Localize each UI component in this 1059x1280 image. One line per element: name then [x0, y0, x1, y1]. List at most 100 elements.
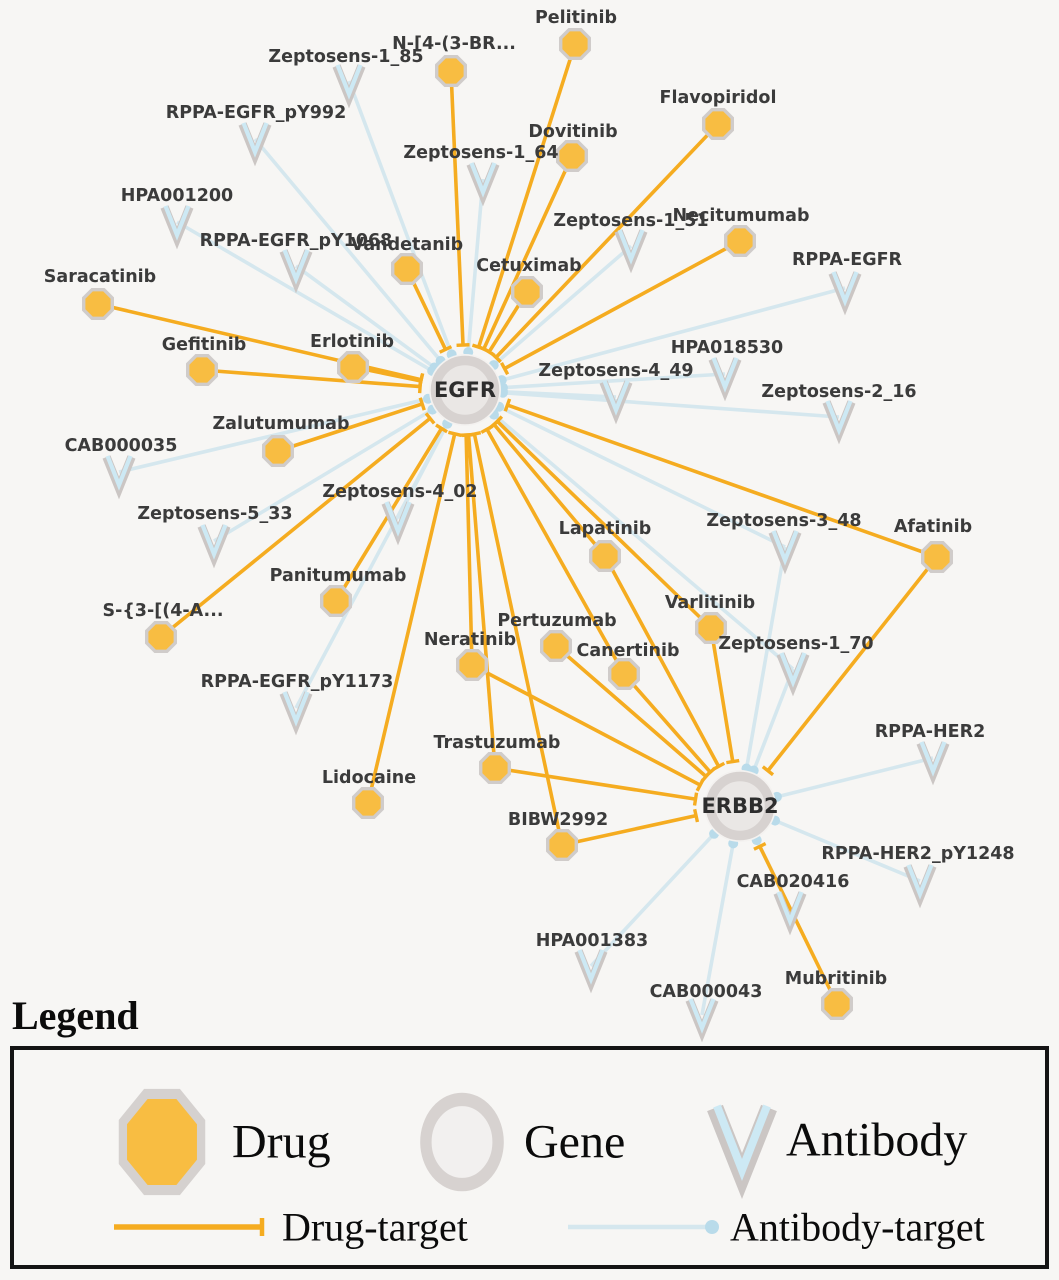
antibody-target-edge: [778, 756, 934, 799]
antibody-node-RPPA-HER2_pY1248[interactable]: [903, 864, 937, 909]
drug-node-Trastuzumab[interactable]: [478, 751, 512, 785]
gene-label: EGFR: [434, 378, 496, 402]
drug-node-Varlitinib[interactable]: [694, 611, 728, 645]
antibody-target-edge: [503, 286, 846, 382]
drug-node-BIBW2992[interactable]: [545, 828, 579, 862]
edge-tee: [692, 808, 700, 823]
antibody-node-CAB020416[interactable]: [773, 891, 807, 936]
antibody-node-Zeptosens-4_49[interactable]: [599, 380, 633, 425]
antibody-chevron-inner: [241, 122, 269, 158]
antibody-node-RPPA-EGFR_pY1068[interactable]: [279, 249, 313, 294]
antibody-node-HPA001383[interactable]: [574, 949, 608, 994]
drug-node-Cetuximab[interactable]: [510, 275, 544, 309]
drug-target-edge: [758, 845, 839, 1005]
antibody-node-Zeptosens-4_02[interactable]: [381, 501, 415, 546]
legend-antibody-label: Antibody: [786, 1113, 968, 1167]
drug-octagon: [694, 611, 728, 645]
drug-node-N-[4-(3-BR...[interactable]: [434, 54, 468, 88]
node-label: HPA001383: [536, 931, 648, 951]
edge-tee: [438, 345, 453, 354]
node-label: BIBW2992: [508, 810, 608, 830]
drug-node-Lidocaine[interactable]: [351, 786, 385, 820]
node-label: Zeptosens-4_02: [322, 482, 477, 502]
antibody-node-HPA001200[interactable]: [160, 205, 194, 250]
drug-target-edge: [622, 672, 712, 774]
drug-node-Gefitinib[interactable]: [185, 353, 219, 387]
antibody-chevron-inner: [469, 162, 497, 198]
node-label: RPPA-EGFR_pY1173: [201, 672, 394, 692]
legend-drug-target-label: Drug-target: [282, 1204, 468, 1250]
antibody-chevron-inner: [779, 652, 807, 688]
legend-gene-label: Gene: [524, 1115, 626, 1169]
antibody-target-edge: [776, 819, 921, 883]
antibody-chevron-inner: [919, 741, 947, 777]
antibody-node-Zeptosens-1_85[interactable]: [332, 64, 366, 109]
drug-octagon: [261, 434, 295, 468]
node-label: Lapatinib: [559, 519, 652, 539]
drug-target-edge: [476, 43, 577, 348]
antibody-chevron-inner: [906, 864, 934, 900]
node-label: Panitumumab: [270, 566, 407, 586]
antibody-node-RPPA-EGFR_pY1173[interactable]: [279, 691, 313, 736]
node-label: Gefitinib: [162, 335, 247, 355]
drug-node-Panitumumab[interactable]: [319, 584, 353, 618]
antibody-target-edge: [494, 414, 795, 671]
antibody-node-CAB000043[interactable]: [685, 998, 719, 1043]
antibody-node-Zeptosens-3_48[interactable]: [768, 530, 802, 575]
drug-node-Saracatinib[interactable]: [81, 287, 115, 321]
node-label: HPA001200: [121, 186, 233, 206]
drug-node-Pelitinib[interactable]: [558, 27, 592, 61]
drug-node-Flavopiridol[interactable]: [701, 107, 735, 141]
drug-node-Pertuzumab[interactable]: [539, 629, 573, 663]
antibody-node-Zeptosens-2_16[interactable]: [822, 400, 856, 445]
drug-node-Canertinib[interactable]: [607, 657, 641, 691]
node-label: Erlotinib: [310, 332, 394, 352]
antibody-node-RPPA-EGFR_pY992[interactable]: [238, 122, 272, 167]
drug-node-Mubritinib[interactable]: [820, 987, 854, 1021]
drug-node-Zalutumumab[interactable]: [261, 434, 295, 468]
drug-node-Erlotinib[interactable]: [336, 350, 370, 384]
antibody-node-HPA018530[interactable]: [708, 357, 742, 402]
antibody-target-edge-icon: [568, 1220, 719, 1234]
drug-node-S-{3-[(4-A...[interactable]: [144, 620, 178, 654]
antibody-node-RPPA-EGFR[interactable]: [828, 271, 862, 316]
antibody-chevron-inner: [163, 205, 191, 241]
edge-tee: [435, 423, 448, 434]
node-label: Zeptosens-1_64: [403, 143, 558, 163]
node-label: Pelitinib: [535, 8, 617, 28]
antibody-chevron-inner: [200, 524, 228, 560]
drug-octagon: [351, 786, 385, 820]
edge-tee: [503, 398, 512, 412]
drug-node-Necitumumab[interactable]: [723, 224, 757, 258]
gene-label: ERBB2: [701, 794, 778, 818]
gene-node-EGFR[interactable]: EGFR: [429, 354, 501, 426]
drug-target-edge: [561, 813, 697, 847]
antibody-node-CAB000035[interactable]: [102, 455, 136, 500]
drug-node-Vandetanib[interactable]: [390, 252, 424, 286]
drug-node-Dovitinib[interactable]: [555, 139, 589, 173]
node-label: Trastuzumab: [434, 733, 561, 753]
node-label: Neratinib: [424, 630, 516, 650]
drug-octagon: [510, 275, 544, 309]
antibody-chevron-inner: [825, 400, 853, 436]
node-label: Zalutumumab: [212, 414, 349, 434]
drug-node-Lapatinib[interactable]: [588, 539, 622, 573]
legend-antibody-target-label: Antibody-target: [730, 1204, 985, 1250]
drug-node-Afatinib[interactable]: [920, 540, 954, 574]
antibody-node-Zeptosens-5_33[interactable]: [197, 524, 231, 569]
antibody-node-Zeptosens-1_70[interactable]: [776, 652, 810, 697]
edge-tee: [726, 758, 740, 765]
node-label: RPPA-EGFR_pY992: [166, 103, 347, 123]
drug-node-icon: [118, 1088, 206, 1196]
antibody-node-RPPA-HER2[interactable]: [916, 741, 950, 786]
antibody-node-Zeptosens-1_51[interactable]: [614, 229, 648, 274]
drug-target-edge: [506, 403, 938, 559]
gene-node-ERBB2[interactable]: ERBB2: [701, 770, 779, 842]
drug-target-edge: [482, 155, 574, 350]
antibody-node-Zeptosens-1_64[interactable]: [466, 162, 500, 207]
drug-node-Neratinib[interactable]: [455, 648, 489, 682]
drug-target-edge: [366, 433, 457, 804]
node-label: Canertinib: [577, 641, 680, 661]
drug-target-edge: [494, 122, 720, 359]
